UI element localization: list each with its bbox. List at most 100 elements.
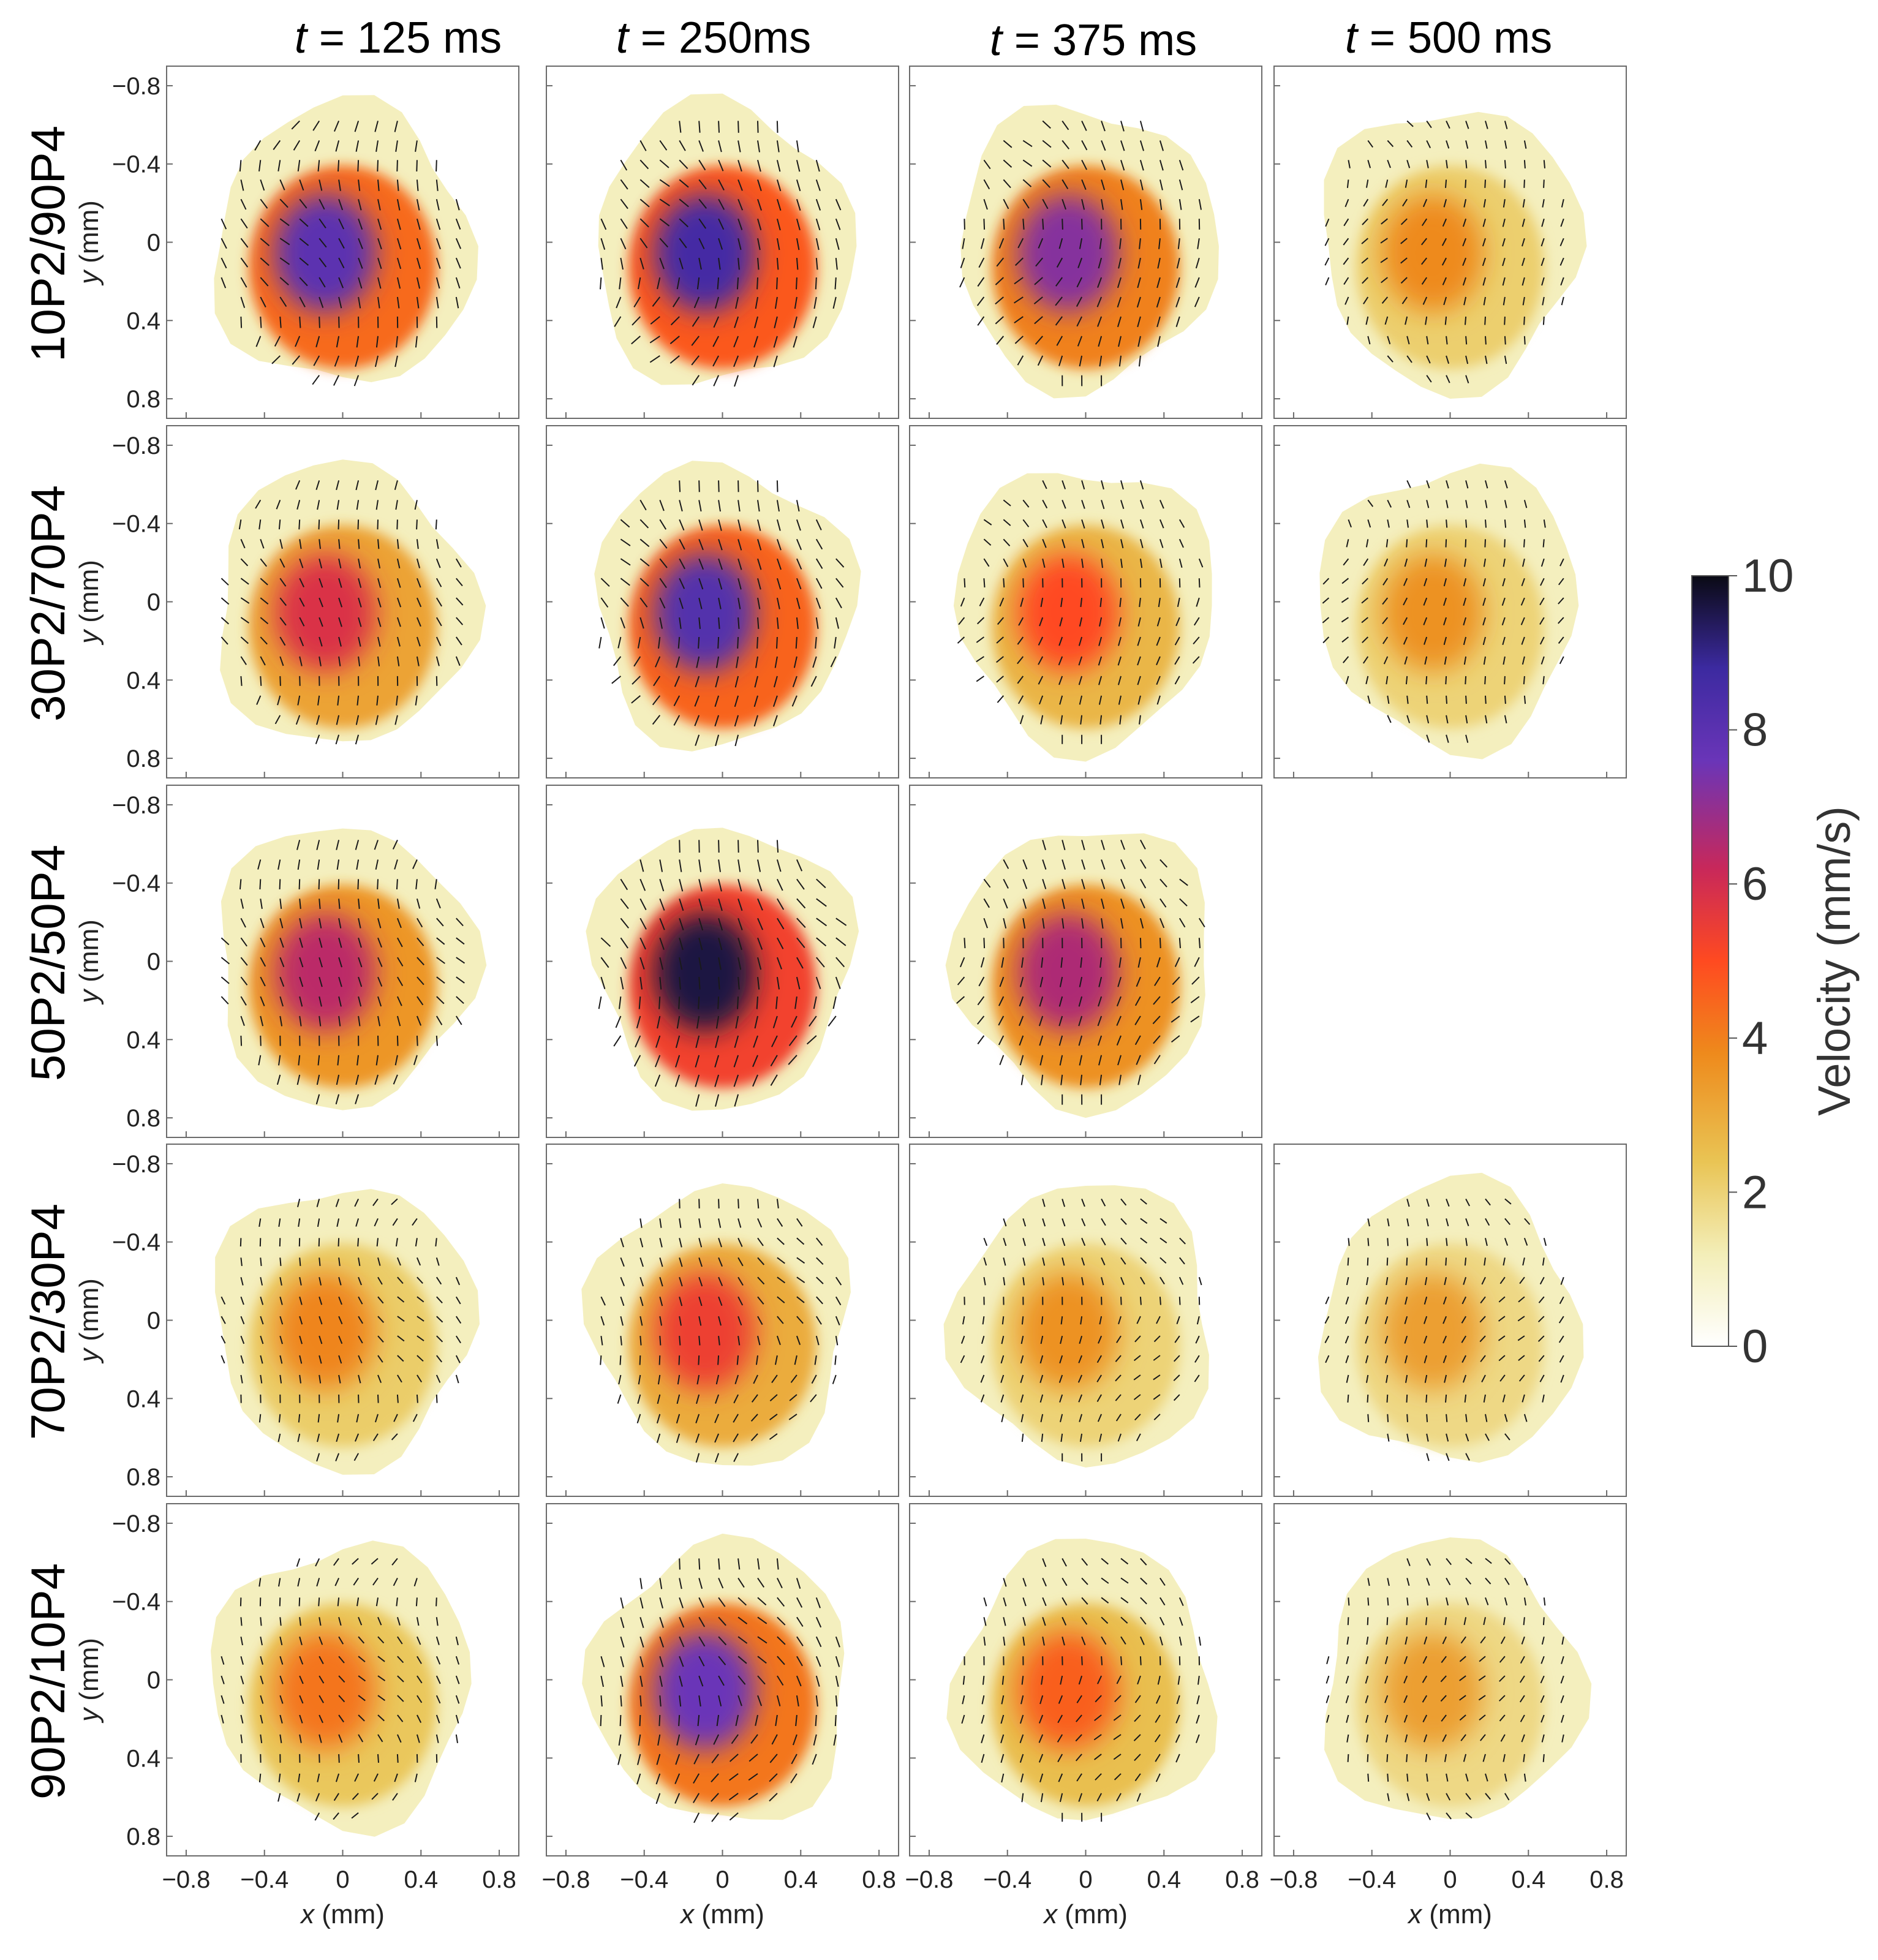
velocity-arrows: [600, 121, 842, 387]
x-axis-unit: (mm): [314, 1899, 385, 1929]
y-tick-label: −0.8: [112, 73, 160, 100]
y-axis-title: y (mm): [74, 919, 104, 1005]
peak-speed-region: [654, 913, 756, 1031]
row-label-3: 50P2/50P4: [21, 845, 75, 1081]
x-tick-label: −0.8: [905, 1866, 953, 1893]
peak-speed-region: [654, 554, 756, 672]
y-tick-label: −0.8: [112, 432, 160, 459]
peak-speed-region: [1017, 913, 1119, 1031]
arrow-paths: [957, 480, 1204, 744]
colorbar-tick-label: 6: [1742, 858, 1768, 910]
row-label-1: 10P2/90P4: [21, 126, 75, 362]
colorbar-tick-label: 0: [1742, 1321, 1768, 1373]
x-tick-label: 0.4: [783, 1866, 818, 1893]
y-axis-var: y: [74, 269, 104, 286]
y-axis-unit: (mm): [74, 200, 104, 271]
y-axis-var: y: [74, 628, 104, 646]
panel-ticks: −0.8 −0.8 −0.4 −0.4 0 0 0.4 0.4 0.8 0.8: [112, 1510, 516, 1893]
x-tick-label: 0.8: [1590, 1866, 1624, 1893]
x-tick-label: 0: [1079, 1866, 1092, 1893]
arrow-paths: [221, 1198, 462, 1462]
panel-ticks: [546, 804, 880, 1137]
panel-r2-c4: [1273, 425, 1627, 778]
column-title-3: t = 375 ms: [990, 16, 1197, 65]
arrow-paths: [959, 120, 1202, 386]
x-axis-unit: (mm): [1422, 1899, 1492, 1929]
arrow-paths: [1324, 120, 1564, 383]
arrow-paths: [221, 1558, 460, 1821]
y-axis-title: y (mm): [74, 560, 104, 646]
x-tick-label: 0.4: [404, 1866, 438, 1893]
panel-ticks: [546, 444, 880, 778]
y-tick-label: 0: [147, 1308, 160, 1335]
panel-r4-c4: [1273, 1144, 1627, 1497]
x-tick-label: 0.8: [482, 1866, 516, 1893]
velocity-arrows: [1322, 480, 1564, 743]
velocity-arrows: [600, 1199, 842, 1463]
velocity-arrows: [598, 480, 845, 747]
panel-ticks: −0.8 −0.4 0 0.4 0.8: [1269, 1522, 1624, 1893]
peak-speed-region: [1381, 1632, 1484, 1750]
peak-speed-region: [274, 194, 376, 312]
y-tick-label: 0: [147, 230, 160, 257]
arrow-paths: [221, 480, 464, 745]
peak-speed-region: [274, 554, 376, 672]
y-tick-label: 0: [147, 949, 160, 976]
arrow-paths: [960, 1198, 1202, 1462]
panel-ticks: [910, 1163, 1243, 1496]
y-axis-var: y: [74, 1706, 104, 1724]
panel-r1-c2: [546, 66, 899, 419]
y-axis-unit: (mm): [74, 1278, 104, 1349]
colorbar-tick-label: 10: [1742, 550, 1794, 602]
y-axis-title: y (mm): [74, 1638, 104, 1724]
velocity-arrows: [221, 1558, 460, 1821]
velocity-arrows: [960, 1198, 1202, 1462]
panel-ticks: [910, 444, 1243, 778]
x-tick-label: 0.8: [862, 1866, 896, 1893]
y-tick-label: 0.8: [126, 1464, 160, 1491]
panel-r5-c2: −0.8 −0.4 0 0.4 0.8 x (mm): [541, 1503, 899, 1929]
y-tick-label: 0.4: [126, 667, 160, 694]
column-title-2: t = 250ms: [616, 13, 811, 62]
panel-ticks: [1274, 444, 1608, 778]
x-tick-label: −0.4: [983, 1866, 1031, 1893]
arrow-paths: [600, 1199, 842, 1463]
x-tick-label: −0.4: [1348, 1866, 1396, 1893]
peak-speed-region: [274, 913, 376, 1031]
y-tick-label: 0.8: [126, 745, 160, 772]
y-tick-label: 0: [147, 589, 160, 616]
peak-speed-region: [654, 194, 756, 312]
panel-r4-c3: [909, 1144, 1262, 1497]
y-tick-label: −0.4: [112, 151, 160, 178]
row-label-5: 90P2/10P4: [21, 1563, 75, 1800]
panel-r2-c3: [909, 425, 1262, 778]
panel-r4-c2: [546, 1144, 899, 1497]
peak-speed-region: [1381, 554, 1484, 672]
arrow-paths: [1324, 1198, 1564, 1461]
y-tick-label: −0.8: [112, 792, 160, 819]
panel-ticks: −0.8 −0.4 0 0.4 0.8: [112, 432, 500, 778]
peak-speed-region: [654, 1272, 756, 1390]
row-label-4: 70P2/30P4: [21, 1204, 75, 1440]
peak-speed-region: [1017, 1272, 1119, 1390]
colorbar-gradient: [1691, 575, 1729, 1347]
x-axis-var: x: [679, 1899, 695, 1929]
velocity-arrows: [959, 120, 1202, 386]
velocity-arrows: [221, 120, 462, 386]
x-axis-var: x: [1407, 1899, 1423, 1929]
arrow-paths: [221, 839, 466, 1105]
y-tick-label: 0.4: [126, 1745, 160, 1772]
panel-ticks: [1274, 1163, 1608, 1496]
x-tick-label: 0.4: [1147, 1866, 1181, 1893]
y-axis-unit: (mm): [74, 1638, 104, 1708]
y-tick-label: 0.4: [126, 1027, 160, 1054]
panel-r5-c4: −0.8 −0.4 0 0.4 0.8 x (mm): [1269, 1503, 1627, 1929]
panel-ticks: −0.8 −0.4 0 0.4 0.8: [112, 792, 500, 1137]
x-axis-var: x: [1043, 1899, 1058, 1929]
y-axis-unit: (mm): [74, 919, 104, 990]
panel-grid: −0.8 −0.4 0 0.4 0.8 y (mm) −0.8 −0.4 0 0.4 0.8 y (m…: [74, 66, 1627, 1929]
x-tick-label: −0.4: [620, 1866, 668, 1893]
colorbar: 0 2 4 6 8 10 Velocity (mm/s): [1691, 550, 1860, 1373]
panel-r5-c3: −0.8 −0.4 0 0.4 0.8 x (mm): [905, 1503, 1262, 1929]
